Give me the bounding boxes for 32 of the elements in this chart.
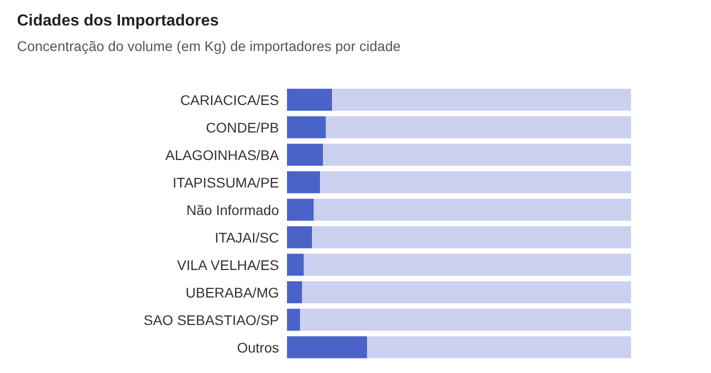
bar [287, 226, 312, 248]
bar [287, 116, 326, 138]
bar [312, 226, 631, 248]
y-tick-label: Outros [236, 339, 279, 356]
y-tick-label: SAO SEBASTIAO/SP [144, 312, 279, 328]
bar [287, 198, 314, 221]
y-tick-label: Não Informado [186, 202, 280, 218]
bar [287, 88, 332, 111]
bar [314, 198, 631, 221]
bar [367, 336, 631, 358]
y-tick-label: ITAJAI/SC [214, 229, 279, 246]
bar [320, 171, 631, 194]
y-tick-label: UBERABA/MG [186, 284, 279, 300]
bar [323, 144, 631, 166]
y-tick-label: CARIACICA/ES [180, 92, 279, 108]
bar [304, 254, 631, 276]
y-tick-label: VILA VELHA/ES [177, 256, 279, 273]
text: Cidades dos Importadores [17, 12, 219, 30]
bar [287, 308, 300, 331]
bar [287, 171, 320, 194]
bar [302, 281, 631, 304]
bar [287, 336, 368, 358]
chart-subtitle: Concentração do volume (em Kg) de importadores por cidade [17, 38, 401, 54]
bar [300, 308, 631, 331]
bar [287, 281, 302, 304]
bar [332, 88, 631, 111]
y-tick-label: ALAGOINHAS/BA [165, 146, 280, 163]
bar [326, 116, 631, 138]
y-tick-label: ITAPISSUMA/PE [172, 174, 279, 190]
bar [287, 144, 324, 166]
bar [287, 254, 304, 276]
y-tick-label: CONDE/PB [206, 119, 279, 136]
